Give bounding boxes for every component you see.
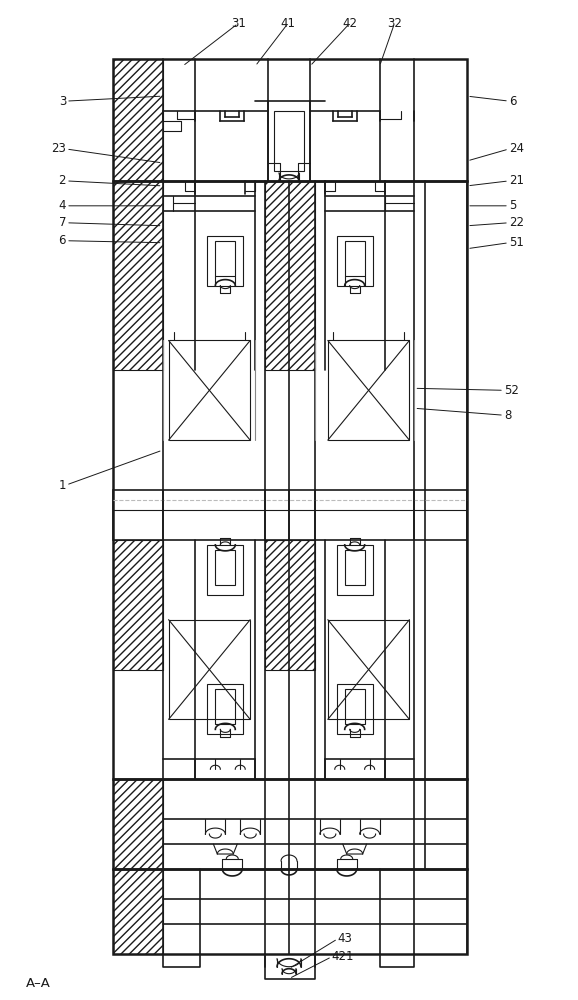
Text: 41: 41 xyxy=(280,17,295,30)
Text: 7: 7 xyxy=(58,216,66,229)
Bar xyxy=(113,181,467,779)
Text: 4: 4 xyxy=(58,199,66,212)
Bar xyxy=(113,869,162,954)
Text: 23: 23 xyxy=(51,142,66,155)
Text: 421: 421 xyxy=(332,950,354,963)
Text: 22: 22 xyxy=(509,216,524,229)
Text: 8: 8 xyxy=(504,409,512,422)
Bar xyxy=(208,545,243,595)
Bar xyxy=(216,550,235,585)
Bar xyxy=(265,181,315,370)
Bar xyxy=(337,684,373,734)
Bar xyxy=(328,340,409,440)
Bar xyxy=(208,236,243,286)
Bar xyxy=(113,181,162,370)
Bar xyxy=(216,241,235,276)
Bar xyxy=(337,545,373,595)
Text: 5: 5 xyxy=(509,199,516,212)
Text: 52: 52 xyxy=(504,384,519,397)
Bar xyxy=(344,550,365,585)
Bar xyxy=(344,689,365,724)
Text: 32: 32 xyxy=(387,17,402,30)
Text: A–A: A–A xyxy=(26,977,51,990)
Text: 21: 21 xyxy=(509,174,524,187)
Bar xyxy=(216,689,235,724)
Bar xyxy=(169,620,250,719)
Bar xyxy=(274,111,304,171)
Bar xyxy=(113,869,467,954)
Text: 6: 6 xyxy=(58,234,66,247)
Bar xyxy=(113,59,162,181)
Bar xyxy=(169,340,250,440)
Bar xyxy=(265,540,315,670)
Bar xyxy=(113,490,467,540)
Bar xyxy=(328,620,409,719)
Text: 24: 24 xyxy=(509,142,524,155)
Text: 2: 2 xyxy=(58,174,66,187)
Bar xyxy=(113,540,162,670)
Bar xyxy=(113,779,467,869)
Text: 3: 3 xyxy=(59,95,66,108)
Bar xyxy=(337,236,373,286)
Text: 1: 1 xyxy=(58,479,66,492)
Text: 43: 43 xyxy=(338,932,353,945)
Text: 6: 6 xyxy=(509,95,516,108)
Text: 42: 42 xyxy=(342,17,357,30)
Bar xyxy=(113,59,467,181)
Bar xyxy=(344,241,365,276)
Bar xyxy=(208,684,243,734)
Text: 51: 51 xyxy=(509,236,524,249)
Text: 31: 31 xyxy=(231,17,246,30)
Bar xyxy=(113,779,162,869)
